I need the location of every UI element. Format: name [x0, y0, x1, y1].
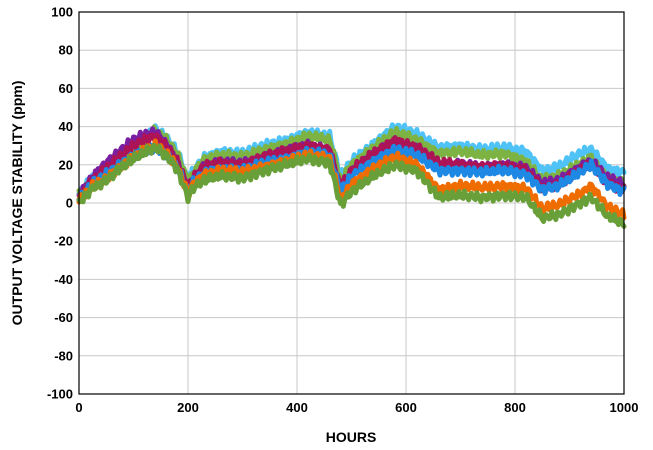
y-axis-ticks: 100 80 60 40 20 0 -20 -40 -60 -80 -100 [47, 5, 73, 402]
y-tick-label: 40 [59, 119, 73, 134]
x-tick-label: 200 [177, 400, 199, 415]
y-tick-label: -80 [54, 348, 73, 363]
y-tick-label: -20 [54, 234, 73, 249]
y-tick-label: -60 [54, 310, 73, 325]
y-tick-label: 20 [59, 157, 73, 172]
y-tick-label: 80 [59, 43, 73, 58]
x-tick-label: 600 [395, 400, 417, 415]
y-tick-label: -100 [47, 387, 73, 402]
x-tick-label: 0 [75, 400, 82, 415]
series-group [76, 122, 627, 229]
x-tick-label: 400 [286, 400, 308, 415]
y-tick-label: 60 [59, 81, 73, 96]
x-tick-label: 800 [504, 400, 526, 415]
y-tick-label: -40 [54, 272, 73, 287]
x-axis-title: HOURS [326, 429, 377, 445]
series-line-7 [76, 142, 627, 229]
x-tick-label: 1000 [610, 400, 639, 415]
plot-frame [78, 11, 625, 395]
y-tick-label: 0 [66, 196, 73, 211]
y-tick-label: 100 [51, 5, 73, 20]
x-axis-ticks: 0 200 400 600 800 1000 [75, 400, 638, 415]
y-axis-title: OUTPUT VOLTAGE STABILITY (ppm) [9, 81, 25, 326]
